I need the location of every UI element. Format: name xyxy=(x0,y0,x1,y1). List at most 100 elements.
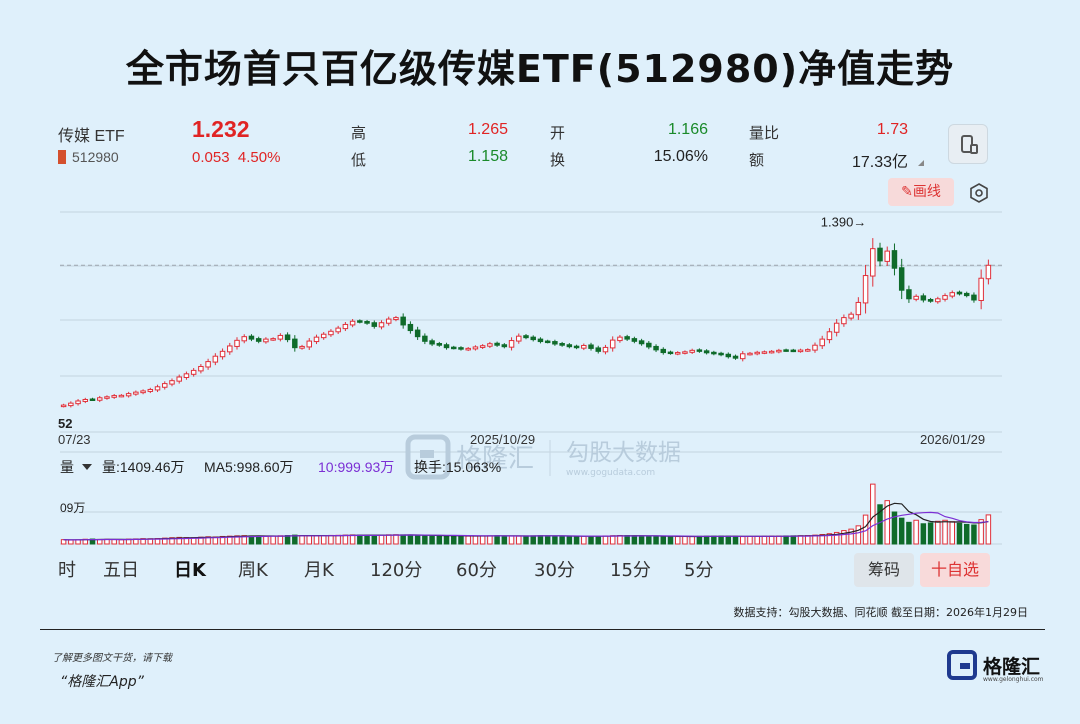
candle-body xyxy=(841,317,847,325)
volume-bar xyxy=(313,535,320,545)
add-watchlist-button[interactable]: 十自选 xyxy=(920,553,990,587)
tab-120min[interactable]: 120分 xyxy=(370,560,423,581)
market-icon xyxy=(58,150,66,164)
volume-bar xyxy=(805,535,811,545)
tab-5min[interactable]: 5分 xyxy=(684,560,714,581)
volume-bar xyxy=(530,535,536,545)
candle-body xyxy=(393,317,399,321)
candle-body xyxy=(740,353,746,360)
logo-subtext: www.gelonghui.com xyxy=(983,676,1044,683)
kline-chart[interactable]: 格隆汇 勾股大数据 www.gogudata.com 1.390→ 52 07/… xyxy=(0,0,1080,600)
volume-bar xyxy=(328,534,334,545)
candle-body xyxy=(855,301,862,316)
volume-bar xyxy=(176,536,182,545)
candle-body xyxy=(805,349,811,352)
candle-body xyxy=(400,316,406,326)
candle-body xyxy=(422,335,428,342)
promo-line-1: 了解更多图文干货，请下载 xyxy=(52,653,172,664)
volume-bar xyxy=(306,535,312,545)
candle-body xyxy=(812,344,818,351)
tab-monthly-k[interactable]: 月K xyxy=(304,560,334,581)
volume-bar xyxy=(660,535,667,545)
tab-daily-k[interactable]: 日K xyxy=(174,560,206,581)
candle-body xyxy=(884,250,890,262)
candle-body xyxy=(270,338,276,341)
candle-body xyxy=(501,344,508,348)
volume-bar xyxy=(653,535,659,545)
volume-axis-label: 09万 xyxy=(60,501,85,515)
candle-body xyxy=(487,343,493,347)
ma10-readout: 10:999.93万 xyxy=(318,459,394,475)
candle-body xyxy=(458,347,464,350)
expand-corner-icon[interactable] xyxy=(918,160,924,166)
candle-body xyxy=(761,351,768,354)
candle-body xyxy=(248,335,255,340)
last-price: 1.232 xyxy=(192,116,250,142)
volume-bar xyxy=(935,520,941,545)
candle-body xyxy=(205,361,211,368)
volume-bar xyxy=(552,535,558,545)
candle-body xyxy=(573,345,580,349)
page-title: 全市场首只百亿级传媒ETF(512980)净值走势 xyxy=(125,47,955,91)
fund-code-text: 512980 xyxy=(72,149,119,165)
candle-body xyxy=(385,318,392,324)
volume-bar xyxy=(393,534,399,545)
volume-bar xyxy=(913,519,919,545)
watermark-url: www.gogudata.com xyxy=(566,468,655,478)
candle-body xyxy=(747,352,753,356)
draw-line-button[interactable]: ✎画线 xyxy=(888,178,954,206)
candle-body xyxy=(219,350,226,358)
volume-bar xyxy=(494,535,500,545)
tab-15min[interactable]: 15分 xyxy=(610,560,651,581)
candle-body xyxy=(523,335,529,339)
volume-bar xyxy=(776,535,782,545)
candle-body xyxy=(299,345,305,349)
turnover-label: 换 xyxy=(550,152,566,169)
chip-distribution-button[interactable]: 筹码 xyxy=(854,553,914,587)
candle-body xyxy=(617,336,623,342)
volume-bar xyxy=(711,535,717,545)
candle-body xyxy=(638,340,645,345)
candle-body xyxy=(147,388,154,392)
amount-label: 额 xyxy=(749,152,765,169)
candle-body xyxy=(183,373,190,378)
tab-30min[interactable]: 30分 xyxy=(534,560,575,581)
settings-icon[interactable] xyxy=(968,182,990,204)
candle-body xyxy=(602,346,609,353)
volume-bar xyxy=(357,534,363,545)
vol-ratio-label: 量比 xyxy=(749,125,780,142)
candle-body xyxy=(978,277,984,301)
tab-five-day[interactable]: 五日 xyxy=(103,560,139,581)
volume-bar xyxy=(458,535,464,545)
tab-60min[interactable]: 60分 xyxy=(456,560,497,581)
volume-bar xyxy=(855,525,862,545)
turnover-value: 15.06% xyxy=(653,148,708,165)
candle-body xyxy=(118,394,125,398)
volume-bar xyxy=(703,535,710,545)
candle-body xyxy=(790,349,797,353)
candle-body xyxy=(653,345,659,351)
footer-divider xyxy=(40,629,1045,630)
candle-body xyxy=(870,248,876,277)
volume-bar xyxy=(118,539,125,545)
candle-body xyxy=(949,292,956,297)
candle-body xyxy=(559,343,565,346)
candle-body xyxy=(313,336,320,343)
candle-body xyxy=(963,292,970,297)
tab-weekly-k[interactable]: 周K xyxy=(238,560,268,581)
candle-body xyxy=(443,344,450,349)
candle-body xyxy=(364,321,370,324)
candle-body xyxy=(877,247,883,262)
candle-body xyxy=(682,351,688,354)
volume-bar xyxy=(292,534,298,545)
tablet-icon xyxy=(970,144,978,154)
candle-body xyxy=(689,349,695,353)
tab-intraday[interactable]: 时 xyxy=(58,560,76,581)
quote-panel: 传媒 ETF 512980 1.232 0.053 4.50% 高 1.265 … xyxy=(58,116,998,176)
candle-body xyxy=(797,349,804,353)
device-switch-button[interactable] xyxy=(948,124,988,164)
candle-body xyxy=(898,267,905,291)
volume-bar xyxy=(870,483,876,545)
candle-body xyxy=(631,338,638,342)
volume-bar xyxy=(407,534,414,545)
